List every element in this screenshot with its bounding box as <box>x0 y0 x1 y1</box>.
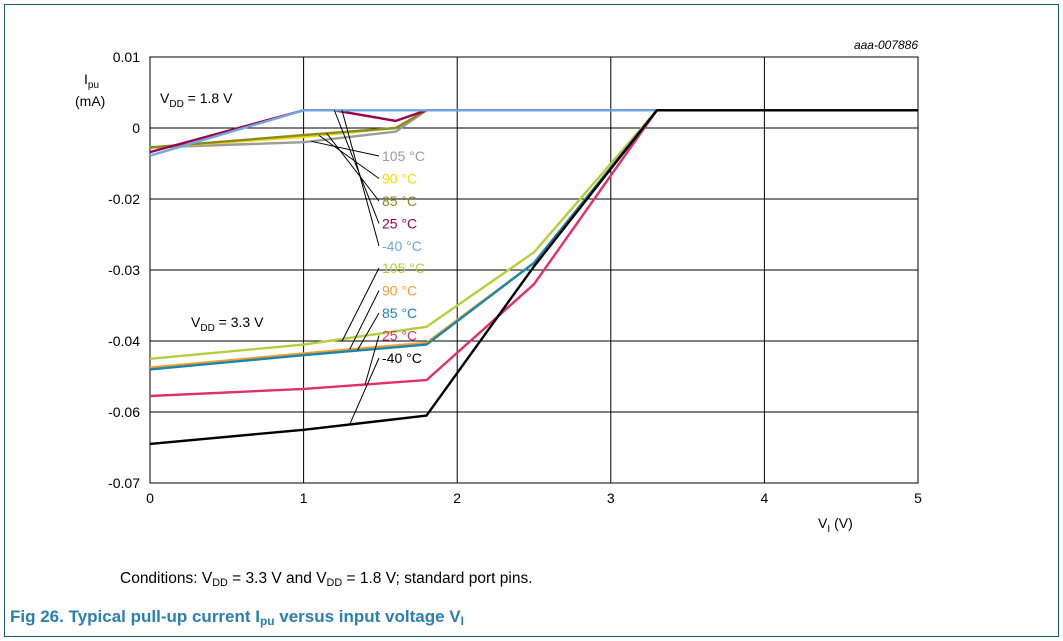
leader-line <box>341 267 380 342</box>
y-tick-label: 0 <box>132 120 140 136</box>
x-tick-label: 4 <box>761 490 769 506</box>
leader-line <box>349 290 380 350</box>
conditions-note: Conditions: VDD = 3.3 V and VDD = 1.8 V;… <box>120 570 533 589</box>
leader-line <box>341 110 380 247</box>
y-tick-label: -0.02 <box>108 191 140 207</box>
x-tick-label: 0 <box>146 490 154 506</box>
series-label: 105 °C <box>382 148 425 164</box>
x-axis-unit: (V) <box>834 515 853 531</box>
series-line <box>149 109 918 149</box>
y-axis-label-main: I <box>84 71 88 87</box>
y-tick-label: -0.03 <box>108 262 140 278</box>
leader-line <box>333 110 380 224</box>
grid <box>149 56 919 484</box>
x-axis-label: VI (V) <box>818 515 853 535</box>
y-tick-label: -0.04 <box>108 333 140 349</box>
group-label-3v3: VDD = 3.3 V <box>191 314 264 334</box>
series-line <box>149 109 918 154</box>
series-line <box>149 109 918 149</box>
y-axis-label: Ipu <box>84 71 99 91</box>
x-tick-label: 2 <box>453 490 461 506</box>
series-lines <box>149 109 918 446</box>
series-line <box>149 109 918 369</box>
series-label: 85 °C <box>382 193 417 209</box>
leader-line <box>356 312 380 351</box>
series-line <box>149 109 918 360</box>
series-line <box>149 109 918 149</box>
leader-line <box>364 335 380 385</box>
series-label: -40 °C <box>382 350 422 366</box>
series-label: 90 °C <box>382 283 417 299</box>
leader-line <box>326 133 380 202</box>
series-line <box>149 109 918 446</box>
y-axis-unit: (mA) <box>75 93 105 109</box>
series-label: 25 °C <box>382 328 417 344</box>
leader-lines <box>311 110 380 425</box>
series-label: 105 °C <box>382 260 425 276</box>
figure-frame <box>4 4 1059 637</box>
y-tick-label: 0.01 <box>113 49 140 65</box>
series-label: 90 °C <box>382 171 417 187</box>
y-axis-label-sub: pu <box>88 80 99 91</box>
x-axis-label-main: V <box>818 515 828 531</box>
figure-id: aaa-007886 <box>854 38 918 52</box>
tick-labels: 0 1 2 3 4 5 0.01 0 -0.02 -0.03 -0.04 -0.06 -0.07 <box>108 49 922 506</box>
x-tick-label: 5 <box>914 490 922 506</box>
figure-caption: Fig 26. Typical pull-up current Ipu vers… <box>10 607 464 628</box>
leader-line <box>311 140 380 157</box>
series-label: 25 °C <box>382 216 417 232</box>
series-line <box>149 109 918 371</box>
group-label-1v8: VDD = 1.8 V <box>160 90 233 110</box>
pull-up-current-chart: 0 1 2 3 4 5 0.01 0 -0.02 -0.03 -0.04 -0.06 -0.07 105… <box>75 38 922 535</box>
y-tick-label: -0.07 <box>108 475 140 491</box>
series-label: 85 °C <box>382 305 417 321</box>
series-line <box>149 109 918 157</box>
leader-line <box>349 357 380 425</box>
x-tick-label: 1 <box>300 490 308 506</box>
x-axis-label-sub: I <box>827 524 830 535</box>
x-tick-label: 3 <box>607 490 615 506</box>
series-label: -40 °C <box>382 238 422 254</box>
y-tick-label: -0.06 <box>108 404 140 420</box>
series-labels: 105 °C 90 °C 85 °C 25 °C -40 °C 105 °C 90 °C 85… <box>382 148 425 366</box>
leader-line <box>318 134 380 179</box>
